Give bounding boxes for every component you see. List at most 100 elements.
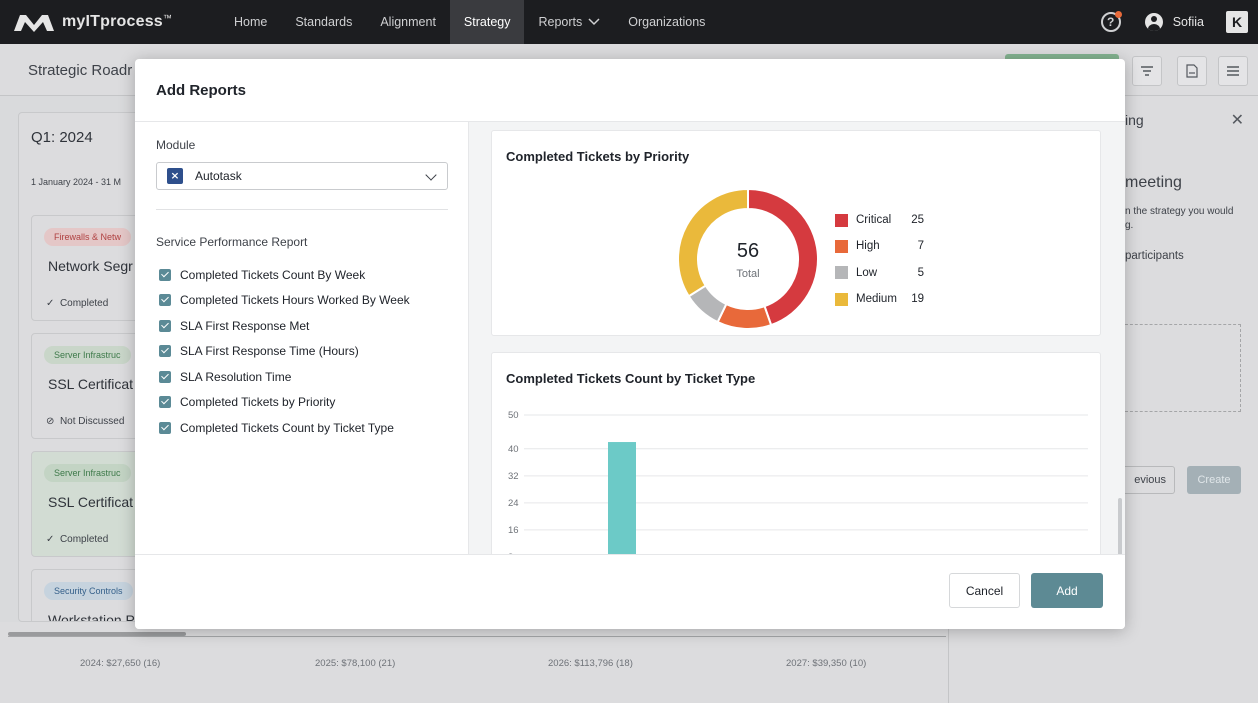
trademark: ™ (162, 13, 173, 23)
card-title: SSL Certificat (48, 494, 134, 510)
report-label: Completed Tickets by Priority (180, 395, 336, 410)
legend-item-critical[interactable]: Critical 25 (835, 207, 924, 233)
side-panel-title: ing (1125, 112, 1144, 128)
chart-title: Completed Tickets Count by Ticket Type (506, 371, 756, 386)
user-name[interactable]: Sofiia (1172, 15, 1204, 29)
nav-reports[interactable]: Reports (524, 0, 614, 44)
autotask-icon: ⨯ (167, 168, 183, 184)
create-button[interactable]: Create (1187, 466, 1241, 494)
card-title: Workstation P (48, 612, 135, 622)
checkbox-checked[interactable] (159, 319, 171, 332)
help-icon[interactable]: ? (1100, 11, 1122, 32)
timeline-label: 2025: $78,100 (21) (315, 658, 396, 669)
legend-item-high[interactable]: High 7 (835, 233, 924, 259)
divider (135, 121, 1125, 122)
legend-item-medium[interactable]: Medium 19 (835, 286, 924, 312)
report-checkbox-item[interactable]: Completed Tickets Count by Ticket Type (159, 415, 410, 441)
modal-footer: Cancel Add (135, 554, 1125, 629)
nav-home[interactable]: Home (234, 15, 268, 29)
module-select[interactable]: ⨯ Autotask (156, 162, 448, 190)
participants-label: participants (1125, 250, 1184, 262)
y-tick-label: 16 (508, 525, 519, 536)
y-tick-label: 50 (508, 410, 519, 421)
close-icon[interactable]: ✕ (1230, 112, 1244, 129)
report-checkbox-item[interactable]: SLA First Response Met (159, 313, 410, 339)
add-reports-modal: Add Reports Module ⨯ Autotask Service Pe… (135, 59, 1125, 629)
legend-label: Medium (856, 293, 897, 306)
checkbox-checked[interactable] (159, 268, 171, 281)
donut-total-label: Total (736, 268, 759, 280)
report-label: SLA First Response Time (Hours) (180, 344, 359, 359)
ticket-type-chart-card: Completed Tickets Count by Ticket Type 5… (491, 352, 1101, 554)
timeline-label: 2024: $27,650 (16) (80, 658, 161, 669)
previous-button[interactable]: evious (1125, 466, 1175, 494)
module-label: Module (156, 138, 196, 152)
initiative-card[interactable]: Firewalls & Netw Network Segr ✓ Complete… (31, 215, 147, 321)
participants-dropzone[interactable] (1125, 324, 1241, 412)
report-checkbox-item[interactable]: SLA First Response Time (Hours) (159, 339, 410, 365)
logo-mark-icon (14, 15, 54, 32)
checkbox-checked[interactable] (159, 421, 171, 434)
report-label: Completed Tickets Hours Worked By Week (180, 293, 410, 308)
nav-standards[interactable]: Standards (295, 15, 353, 29)
y-tick-label: 40 (508, 444, 519, 455)
checkbox-checked[interactable] (159, 370, 171, 383)
donut-chart: 56 Total (677, 187, 819, 330)
logo[interactable]: myITprocess ™ (12, 11, 212, 33)
notification-dot (1114, 11, 1122, 18)
legend-label: Low (856, 266, 878, 279)
report-checkbox-item[interactable]: SLA Resolution Time (159, 364, 410, 390)
donut-slice-high[interactable] (716, 302, 773, 330)
priority-chart-card: Completed Tickets by Priority 56 Total Cr… (491, 130, 1101, 336)
pdf-export-icon[interactable] (1177, 56, 1207, 86)
legend-value: 25 (911, 214, 924, 227)
page-title: Strategic Roadr (28, 62, 133, 79)
user-avatar-icon[interactable] (1144, 13, 1163, 31)
app-switcher-icon[interactable]: K (1226, 11, 1248, 33)
checkbox-checked[interactable] (159, 294, 171, 307)
category-tag: Firewalls & Netw (44, 228, 132, 246)
legend-label: High (856, 240, 880, 253)
cancel-button[interactable]: Cancel (949, 573, 1020, 608)
top-navigation: myITprocess ™ Home Standards Alignment S… (0, 0, 1258, 44)
chart-legend: Critical 25 High 7 Low 5 Medium 19 (835, 207, 924, 312)
report-checkbox-item[interactable]: Completed Tickets Hours Worked By Week (159, 288, 410, 314)
report-checkbox-item[interactable]: Completed Tickets Count By Week (159, 262, 410, 288)
legend-value: 19 (911, 293, 924, 306)
initiative-card[interactable]: Server Infrastruc SSL Certificat ⊘ Not D… (31, 333, 147, 439)
initiative-card[interactable]: Server Infrastruc SSL Certificat ✓ Compl… (31, 451, 147, 557)
nav-organizations[interactable]: Organizations (628, 15, 706, 29)
report-label: Completed Tickets Count by Ticket Type (180, 420, 394, 435)
modal-title: Add Reports (156, 82, 246, 99)
preview-scrollbar[interactable] (1118, 498, 1122, 554)
y-tick-label: 32 (508, 471, 519, 482)
legend-label: Critical (856, 214, 892, 227)
bar[interactable] (608, 442, 636, 554)
donut-slice-medium[interactable] (677, 187, 749, 298)
nav-strategy[interactable]: Strategy (449, 0, 525, 44)
report-checkbox-item[interactable]: Completed Tickets by Priority (159, 390, 410, 416)
filter-icon[interactable] (1132, 56, 1162, 86)
donut-slice-critical[interactable] (747, 187, 819, 327)
nav-alignment[interactable]: Alignment (380, 15, 436, 29)
report-group-title: Service Performance Report (156, 235, 308, 249)
legend-value: 5 (917, 266, 924, 279)
chevron-down-icon (425, 169, 437, 181)
legend-item-low[interactable]: Low 5 (835, 260, 924, 286)
checkbox-checked[interactable] (159, 345, 171, 358)
checkbox-checked[interactable] (159, 396, 171, 409)
timeline-label: 2027: $39,350 (10) (786, 658, 867, 669)
status-completed: ✓ Completed (46, 534, 109, 545)
brand-name: myITprocess (62, 13, 163, 30)
report-label: SLA Resolution Time (180, 369, 292, 384)
divider (156, 209, 448, 210)
initiative-card[interactable]: Security Controls Workstation P (31, 569, 147, 622)
report-label: SLA First Response Met (180, 318, 310, 333)
add-button[interactable]: Add (1031, 573, 1103, 608)
legend-swatch (835, 213, 848, 227)
category-tag: Server Infrastruc (44, 346, 131, 364)
bar-chart: 50 40 32 24 16 8 (508, 410, 1088, 554)
menu-icon[interactable] (1218, 56, 1248, 86)
timeline-scrollbar[interactable] (8, 632, 186, 636)
nav-reports-label: Reports (538, 15, 583, 29)
